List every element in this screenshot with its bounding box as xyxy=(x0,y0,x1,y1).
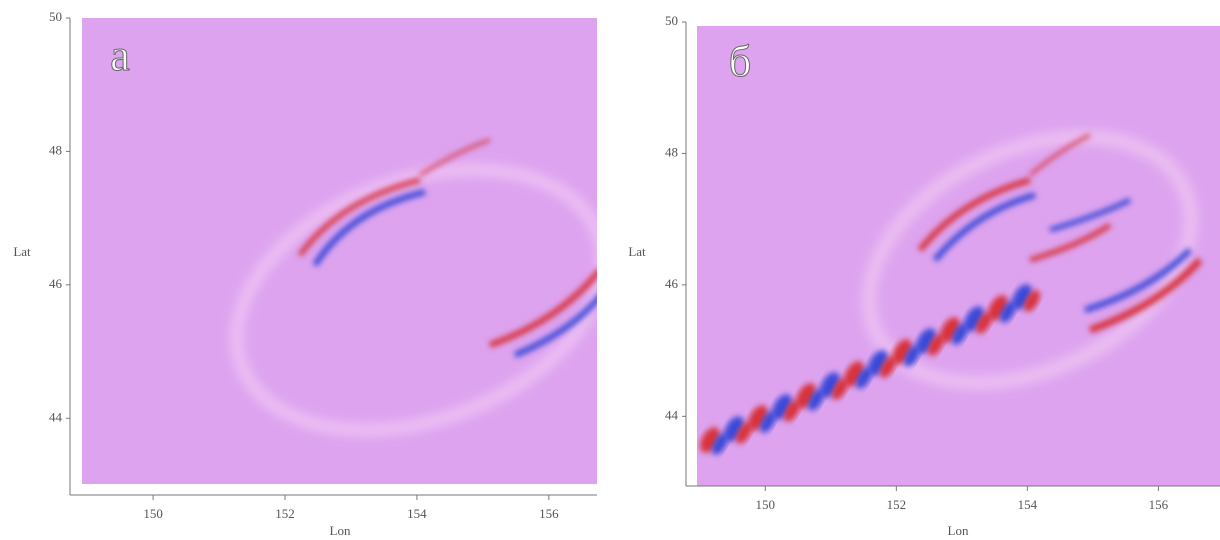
wave-front xyxy=(1049,197,1132,233)
wave-front xyxy=(488,268,597,348)
wave-blob xyxy=(904,345,920,367)
wave-blob xyxy=(760,411,776,433)
wave-blob xyxy=(808,389,824,411)
wave-front xyxy=(1084,247,1193,313)
wave-blob xyxy=(712,433,728,455)
wave-front xyxy=(917,177,1031,252)
y-axis-label: Lat xyxy=(628,244,646,259)
y-tick-label: 48 xyxy=(49,142,62,157)
y-axis-label: Lat xyxy=(13,244,31,259)
panel-label: б xyxy=(729,37,751,86)
wave-blob xyxy=(832,378,848,400)
wave-blob xyxy=(856,367,872,389)
x-tick-label: 152 xyxy=(887,497,907,512)
wave-front xyxy=(312,189,426,267)
y-tick-label: 50 xyxy=(665,13,678,28)
x-tick-label: 152 xyxy=(275,506,295,521)
y-tick-label: 50 xyxy=(49,9,62,24)
wave-blob xyxy=(928,334,944,356)
wave-blob xyxy=(1000,301,1016,323)
wave-blob xyxy=(1024,290,1040,312)
panel-label: a xyxy=(110,31,130,80)
wave-field xyxy=(231,138,597,436)
y-tick-label: 46 xyxy=(49,276,63,291)
wave-blob xyxy=(880,356,896,378)
x-tick-label: 154 xyxy=(1018,497,1038,512)
field-background xyxy=(82,18,597,484)
wave-front xyxy=(513,295,597,358)
x-tick-label: 156 xyxy=(539,506,559,521)
wave-blob xyxy=(976,312,992,334)
wave-front xyxy=(932,192,1036,262)
y-tick-label: 48 xyxy=(665,144,678,159)
wave-blob xyxy=(952,323,968,345)
wave-front xyxy=(297,177,421,257)
wave-front xyxy=(1088,257,1203,334)
y-tick-label: 44 xyxy=(665,407,679,422)
wave-front xyxy=(419,138,491,177)
wave-field xyxy=(700,131,1203,455)
wave-ring xyxy=(231,164,597,436)
x-tick-label: 150 xyxy=(143,506,163,521)
x-tick-label: 150 xyxy=(756,497,776,512)
wave-blob xyxy=(736,422,752,444)
y-tick-label: 44 xyxy=(49,409,63,424)
x-tick-label: 154 xyxy=(407,506,427,521)
wave-front xyxy=(1029,222,1112,263)
wave-front xyxy=(1029,133,1091,177)
x-axis-label: Lon xyxy=(330,523,351,538)
wave-ring xyxy=(863,131,1197,389)
y-tick-label: 46 xyxy=(665,276,679,291)
x-tick-label: 156 xyxy=(1149,497,1169,512)
wave-blob xyxy=(784,400,800,422)
x-axis-label: Lon xyxy=(948,523,969,538)
